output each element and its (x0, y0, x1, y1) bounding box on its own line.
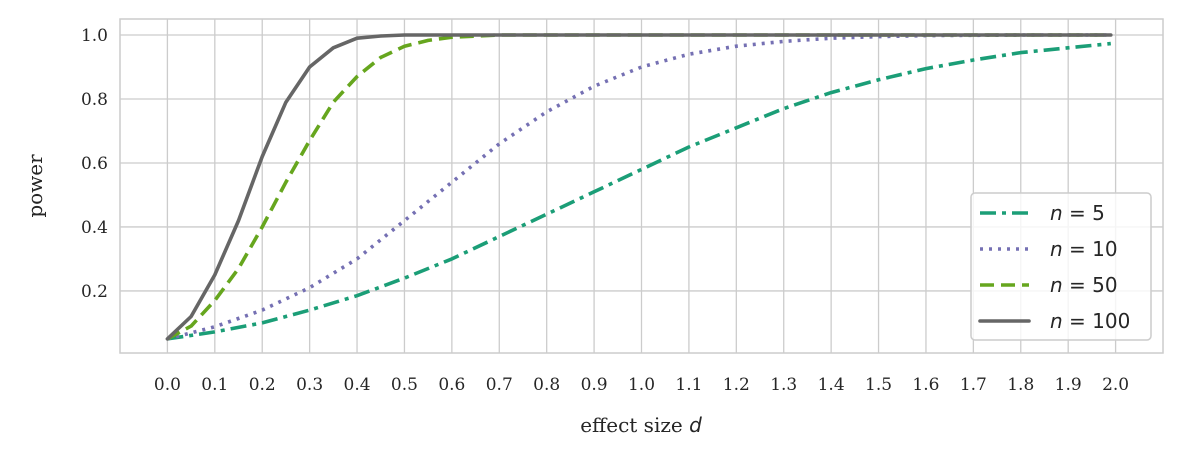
x-tick-label: 1.7 (960, 375, 987, 395)
y-axis-label: power (23, 154, 47, 218)
x-axis-ticks: 0.0 0.1 0.2 0.3 0.4 0.5 0.6 0.7 0.8 0.9 1.0 1.1 1.2 1… (154, 375, 1129, 395)
series-line-1 (166, 33, 1111, 341)
series-lines (165, 33, 1113, 341)
x-tick-label: 1.8 (1007, 375, 1034, 395)
x-tick-label: 2.0 (1102, 375, 1129, 395)
x-tick-label: 0.8 (533, 375, 560, 395)
x-tick-label: 1.3 (770, 375, 797, 395)
x-tick-label: 1.2 (723, 375, 750, 395)
x-tick-label: 0.2 (249, 375, 276, 395)
x-tick-label: 1.0 (628, 375, 655, 395)
legend-label: n = 100 (1050, 309, 1130, 333)
y-tick-label: 0.6 (81, 154, 108, 174)
legend: n = 5 n = 10 n = 50 n = 100 (970, 192, 1152, 341)
series-line-3 (165, 33, 1113, 341)
x-tick-label: 0.3 (296, 375, 323, 395)
x-tick-label: 1.5 (865, 375, 892, 395)
x-tick-label: 0.4 (344, 375, 371, 395)
x-tick-label: 0.5 (391, 375, 418, 395)
x-tick-label: 0.0 (154, 375, 181, 395)
x-tick-label: 0.7 (486, 375, 513, 395)
y-tick-label: 0.8 (81, 90, 108, 110)
legend-label: n = 50 (1050, 273, 1118, 297)
x-tick-label: 1.9 (1055, 375, 1082, 395)
y-axis-ticks: 0.2 0.4 0.6 0.8 1.0 (81, 26, 108, 302)
x-tick-label: 0.9 (581, 375, 608, 395)
series-line-2 (166, 33, 1111, 341)
y-tick-label: 0.4 (81, 218, 108, 238)
plot-frame (119, 18, 1164, 354)
legend-box (970, 192, 1152, 341)
x-tick-label: 1.4 (818, 375, 845, 395)
legend-label: n = 5 (1050, 201, 1105, 225)
y-tick-label: 0.2 (81, 282, 108, 302)
x-tick-label: 1.6 (912, 375, 939, 395)
y-tick-label: 1.0 (81, 26, 108, 46)
x-tick-label: 0.6 (438, 375, 465, 395)
legend-label: n = 10 (1050, 237, 1118, 261)
x-tick-label: 0.1 (201, 375, 228, 395)
series-line-0 (167, 41, 1111, 341)
x-axis-label: effect size d (580, 413, 702, 437)
x-tick-label: 1.1 (675, 375, 702, 395)
